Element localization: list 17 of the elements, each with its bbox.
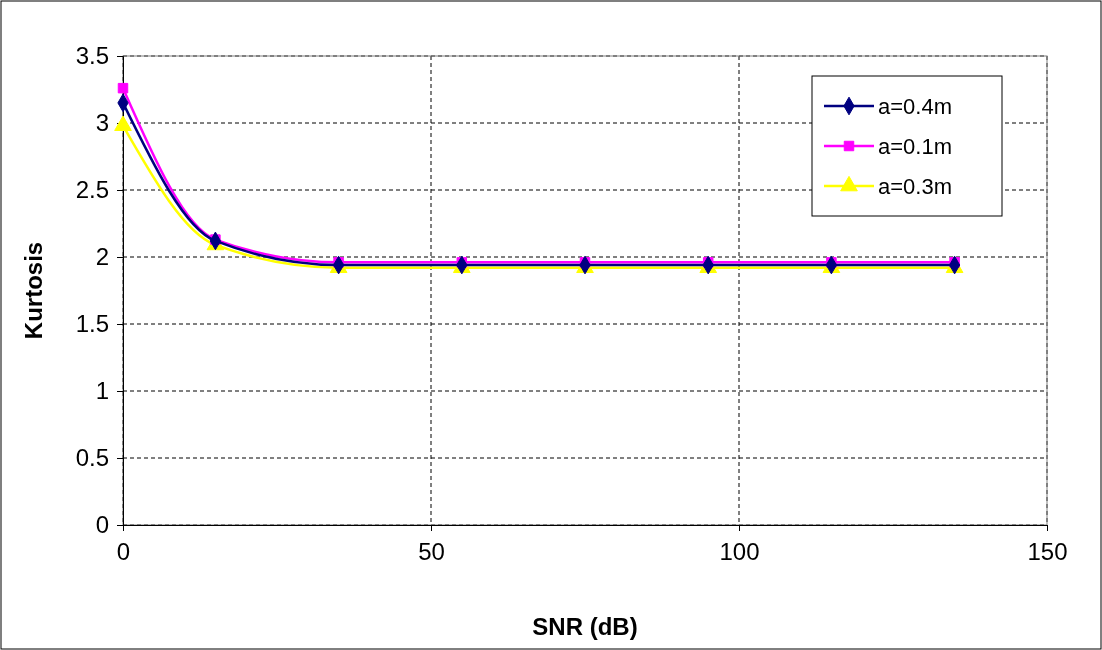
x-axis-title: SNR (dB) [532,613,638,640]
y-tick-label: 3 [95,109,109,137]
y-tick-label: 2 [95,243,109,271]
y-tick-label: 0 [95,511,109,539]
legend-label: a=0.3m [878,174,952,199]
y-tick-label: 1 [95,377,109,405]
y-tick-label: 0.5 [75,444,109,472]
x-tick-label: 100 [719,538,760,566]
y-tick-label: 2.5 [75,176,109,204]
y-axis-title: Kurtosis [20,241,47,340]
x-tick-label: 50 [418,538,445,566]
y-tick-label: 3.5 [75,42,109,70]
legend-label: a=0.4m [878,94,952,119]
x-tick-label: 0 [116,538,131,566]
x-tick-label: 150 [1027,538,1068,566]
y-tick-label: 1.5 [75,310,109,338]
legend-label: a=0.1m [878,134,952,159]
